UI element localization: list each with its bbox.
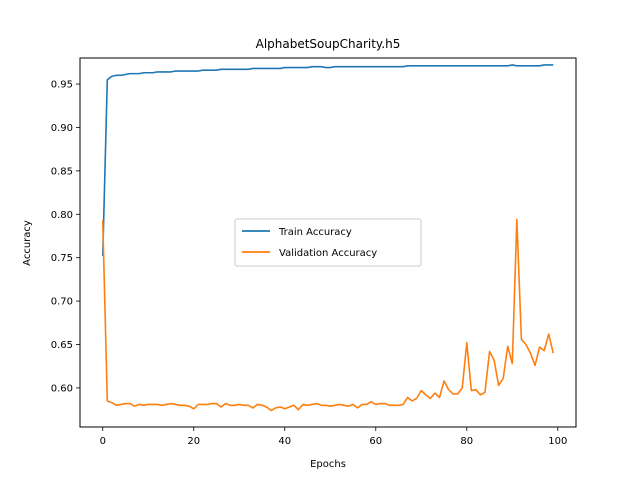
- x-tick-label: 40: [278, 436, 291, 447]
- y-tick-label: 0.65: [51, 340, 73, 351]
- x-tick-label: 0: [100, 436, 106, 447]
- x-tick-label: 100: [548, 436, 567, 447]
- y-tick-label: 0.95: [51, 80, 73, 91]
- x-tick-label: 60: [369, 436, 382, 447]
- y-tick-label: 0.90: [51, 123, 73, 134]
- legend-box: [234, 218, 422, 267]
- y-tick-label: 0.60: [51, 383, 73, 394]
- x-tick-label: 20: [187, 436, 200, 447]
- y-tick-label: 0.80: [51, 210, 73, 221]
- x-axis-label: Epochs: [310, 459, 346, 470]
- chart-title: AlphabetSoupCharity.h5: [256, 37, 401, 51]
- x-tick-label: 80: [460, 436, 473, 447]
- validation-accuracy-line: [101, 218, 555, 412]
- legend-label-train: Train Accuracy: [278, 227, 352, 238]
- y-tick-label: 0.85: [51, 166, 73, 177]
- y-axis-label: Accuracy: [22, 220, 33, 266]
- train-accuracy-line: [101, 64, 554, 256]
- plot-area: 0 20 40 60 80 100 0.60 0.65 0.70 0.75 0.80 0.85 0.90…: [51, 64, 567, 447]
- plot-frame: [79, 57, 577, 428]
- legend: Train Accuracy Validation Accuracy: [234, 218, 422, 267]
- y-tick-label: 0.75: [51, 253, 73, 264]
- y-tick-label: 0.70: [51, 297, 73, 308]
- legend-label-validation: Validation Accuracy: [279, 248, 377, 259]
